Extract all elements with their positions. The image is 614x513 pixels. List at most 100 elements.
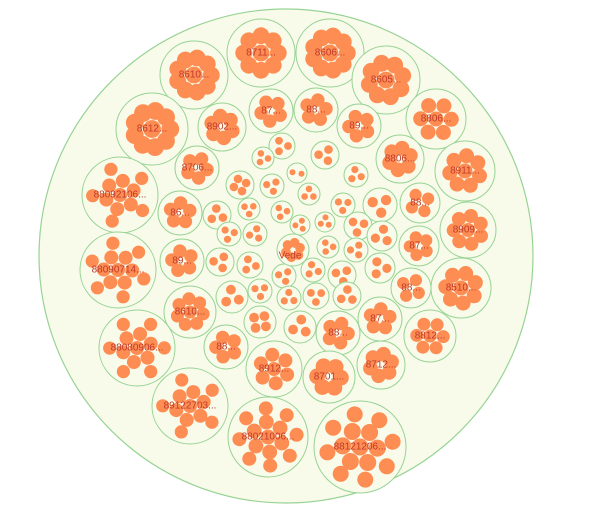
inner-cluster[interactable]: [286, 162, 308, 184]
leaf-circle: [334, 316, 349, 331]
group-node[interactable]: 8909...: [439, 201, 497, 259]
group-node[interactable]: 87...: [398, 225, 440, 267]
inner-cluster[interactable]: [332, 281, 362, 311]
leaf-circle: [372, 257, 382, 267]
group-node[interactable]: 8912...: [245, 340, 303, 398]
inner-cluster[interactable]: [316, 235, 340, 259]
inner-cluster[interactable]: [276, 285, 302, 311]
group-node[interactable]: 8610...: [159, 40, 229, 110]
leaf-circle: [227, 346, 241, 360]
inner-cluster[interactable]: [343, 237, 369, 263]
inner-cluster[interactable]: [243, 305, 277, 339]
leaf-circle: [244, 255, 252, 264]
leaf-circle: [310, 193, 317, 200]
inner-cluster[interactable]: [289, 214, 311, 236]
leaf-circle: [461, 223, 475, 237]
inner-cluster[interactable]: [216, 221, 242, 247]
inner-cluster[interactable]: [364, 252, 396, 284]
leaf-circle: [313, 112, 327, 126]
leaf-circle: [126, 355, 141, 369]
leaf-circle: [269, 187, 277, 195]
leaf-circle: [229, 182, 239, 192]
group-node[interactable]: 8612...: [115, 92, 189, 166]
group-label: 89...: [172, 256, 191, 267]
inner-cluster[interactable]: [283, 310, 317, 344]
group-node[interactable]: 87...: [357, 296, 403, 342]
group-node[interactable]: 8605...: [351, 45, 421, 115]
leaf-circle: [276, 213, 284, 220]
inner-cluster[interactable]: [366, 220, 398, 252]
inner-cluster[interactable]: [270, 200, 294, 224]
group-node[interactable]: 88090714...: [79, 231, 157, 309]
group-node[interactable]: 88092106...: [81, 156, 159, 234]
leaf-circle: [314, 267, 322, 276]
inner-cluster[interactable]: [251, 146, 275, 170]
group-node[interactable]: 87...: [248, 88, 294, 134]
leaf-circle: [349, 129, 364, 143]
group-node[interactable]: 8806...: [375, 134, 425, 184]
inner-cluster[interactable]: [205, 247, 235, 277]
group-node[interactable]: 8911...: [434, 140, 496, 202]
inner-cluster[interactable]: [310, 140, 340, 170]
group-node[interactable]: 8706...: [174, 145, 220, 191]
inner-cluster[interactable]: [236, 251, 264, 279]
leaf-circle: [271, 96, 285, 111]
leaf-circle: [360, 76, 378, 93]
inner-cluster[interactable]: [314, 211, 336, 233]
inner-cluster-circle[interactable]: [286, 162, 308, 184]
group-node[interactable]: 89...: [159, 238, 205, 284]
leaf-circle: [280, 297, 288, 305]
leaf-circle: [279, 408, 294, 423]
inner-cluster[interactable]: [343, 162, 369, 188]
inner-cluster-circle[interactable]: [225, 170, 255, 200]
inner-cluster[interactable]: [215, 280, 249, 314]
inner-cluster[interactable]: [268, 132, 296, 160]
inner-cluster[interactable]: [362, 187, 398, 223]
inner-cluster[interactable]: [297, 182, 321, 206]
group-node[interactable]: 89122703...: [151, 367, 229, 445]
leaf-circle: [144, 317, 158, 331]
leaf-circle: [417, 317, 431, 331]
leaf-circle: [260, 284, 269, 292]
inner-cluster[interactable]: [242, 221, 268, 247]
leaf-circle: [135, 171, 149, 185]
leaf-circle: [106, 236, 120, 250]
group-node[interactable]: 88121206...: [313, 400, 407, 494]
group-node[interactable]: 8902...: [197, 102, 247, 152]
group-node[interactable]: 88021006...: [227, 396, 309, 478]
inner-cluster[interactable]: [225, 170, 255, 200]
group-node[interactable]: 86...: [157, 190, 203, 236]
group-node[interactable]: 8712...: [356, 340, 406, 390]
group-node[interactable]: 88...: [315, 310, 361, 356]
leaf-circle: [259, 311, 270, 321]
leaf-circle: [200, 162, 214, 177]
inner-cluster[interactable]: [259, 173, 285, 199]
group-node[interactable]: 8510...: [430, 257, 492, 319]
inner-cluster-circle[interactable]: [243, 305, 277, 339]
group-node[interactable]: 8812...: [403, 309, 457, 363]
inner-cluster[interactable]: [271, 263, 297, 289]
group-node[interactable]: 8606...: [295, 18, 365, 88]
inner-cluster[interactable]: [300, 257, 326, 283]
group-node[interactable]: 88080906...: [98, 309, 176, 387]
group-label: 87...: [370, 314, 389, 325]
inner-cluster[interactable]: [247, 278, 273, 304]
group-node[interactable]: 8701...: [302, 350, 356, 404]
group-node[interactable]: 89...: [336, 103, 382, 149]
inner-cluster[interactable]: [276, 233, 310, 267]
leaf-circle: [405, 201, 418, 214]
group-node[interactable]: 88...: [390, 267, 432, 309]
leaf-circle: [166, 214, 181, 228]
leaf-circle: [410, 328, 424, 342]
inner-cluster[interactable]: [237, 197, 261, 221]
inner-cluster[interactable]: [202, 200, 232, 230]
group-node[interactable]: 88...: [293, 87, 339, 133]
group-node[interactable]: 8806...: [405, 88, 467, 150]
inner-cluster[interactable]: [330, 192, 356, 218]
group-node[interactable]: 88...: [399, 182, 441, 224]
group-node[interactable]: 8711...: [226, 18, 296, 88]
leaf-circle: [263, 181, 271, 189]
group-node[interactable]: 88...: [203, 324, 249, 370]
inner-cluster[interactable]: [302, 282, 330, 310]
group-node[interactable]: 8610...: [163, 285, 217, 339]
